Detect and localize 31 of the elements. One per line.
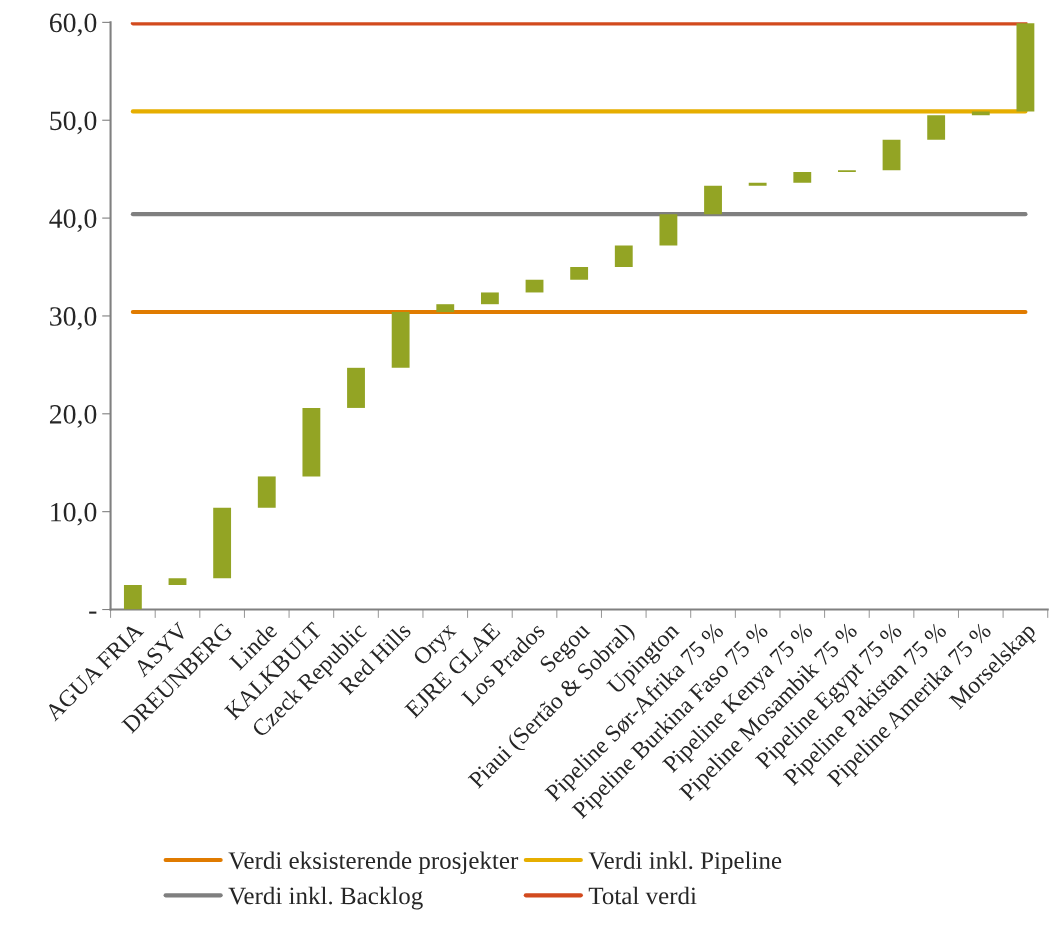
bar xyxy=(748,182,767,186)
legend-label: Verdi eksisterende prosjekter xyxy=(228,851,519,875)
y-tick-label: 50,0 xyxy=(50,111,97,135)
bar xyxy=(480,292,499,305)
bar xyxy=(168,578,187,586)
y-tick-label: 20,0 xyxy=(49,404,97,428)
bar xyxy=(257,476,276,508)
bar xyxy=(659,214,678,246)
legend-label: Verdi inkl. Pipeline xyxy=(588,851,782,875)
bar xyxy=(525,279,544,293)
y-tick-label: 30,0 xyxy=(50,307,97,330)
y-tick-label: - xyxy=(89,611,97,614)
y-tick-label: 40,0 xyxy=(49,209,97,232)
legend-label: Total verdi xyxy=(588,886,697,905)
bar xyxy=(123,585,142,610)
bar xyxy=(882,139,901,171)
bar xyxy=(347,367,365,408)
y-tick-label: 10,0 xyxy=(51,502,97,526)
bar xyxy=(614,245,633,268)
y-tick-label: 60,0 xyxy=(49,13,97,37)
bar xyxy=(971,111,990,116)
bar xyxy=(793,172,812,183)
bar xyxy=(570,267,589,280)
bar xyxy=(1016,23,1035,112)
bar xyxy=(213,507,232,579)
legend-label: Verdi inkl. Backlog xyxy=(228,886,423,910)
bar xyxy=(436,304,455,313)
bar xyxy=(927,115,946,140)
bar xyxy=(704,185,722,215)
bar xyxy=(302,407,321,477)
bar xyxy=(391,312,410,368)
